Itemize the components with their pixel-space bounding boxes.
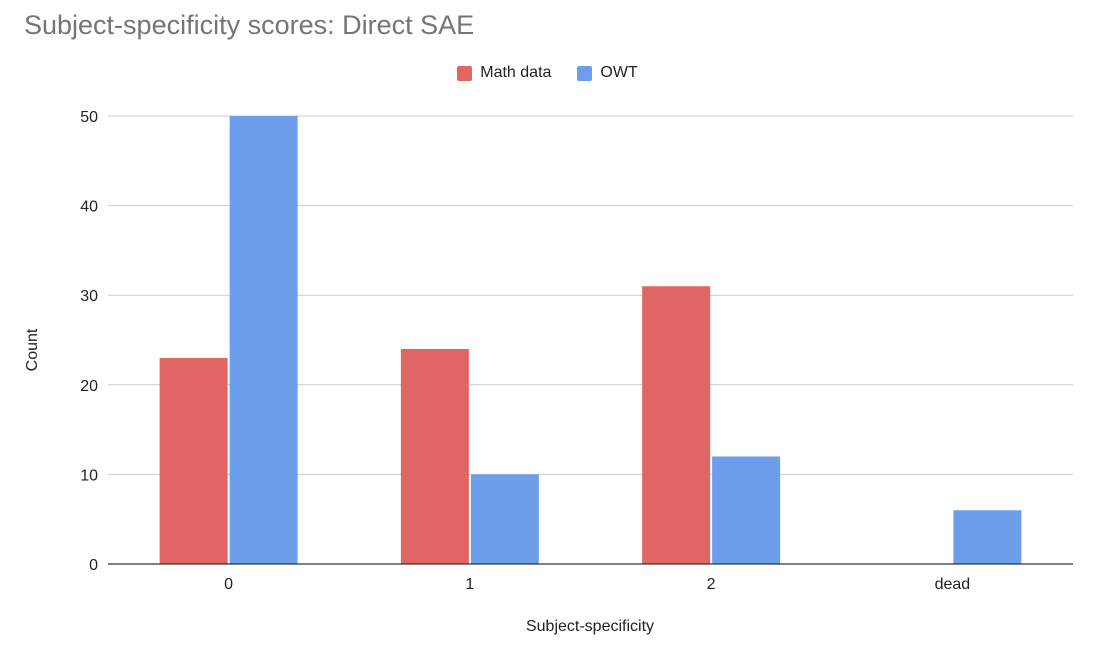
legend-item-math-data[interactable]: Math data [457, 64, 551, 82]
bar-owt-dead [953, 510, 1022, 564]
y-tick-label-10: 10 [80, 467, 98, 484]
chart-title: Subject-specificity scores: Direct SAE [24, 10, 475, 40]
legend-label-owt: OWT [600, 64, 638, 81]
y-tick-label-40: 40 [80, 199, 98, 216]
bar-owt-1 [470, 474, 539, 564]
x-axis-title: Subject-specificity [525, 618, 655, 635]
y-tick-label-50: 50 [80, 109, 98, 126]
bar-owt-2 [712, 456, 781, 564]
legend: Math data OWT [0, 64, 1095, 82]
y-tick-label-20: 20 [80, 378, 98, 395]
x-tick-label-0: 0 [224, 576, 233, 593]
legend-swatch-owt [577, 65, 593, 81]
x-tick-label-2: 2 [707, 576, 716, 593]
y-tick-label-30: 30 [80, 288, 98, 305]
bar-math-data-1 [400, 348, 469, 564]
bar-owt-0 [229, 116, 298, 564]
y-tick-label-0: 0 [89, 557, 98, 574]
legend-swatch-math-data [457, 65, 473, 81]
x-tick-label-1: 1 [465, 576, 474, 593]
bar-math-data-2 [642, 286, 711, 564]
x-tick-label-dead: dead [935, 576, 971, 593]
legend-label-math-data: Math data [480, 64, 552, 81]
legend-item-owt[interactable]: OWT [577, 64, 638, 82]
bar-math-data-0 [159, 357, 228, 564]
